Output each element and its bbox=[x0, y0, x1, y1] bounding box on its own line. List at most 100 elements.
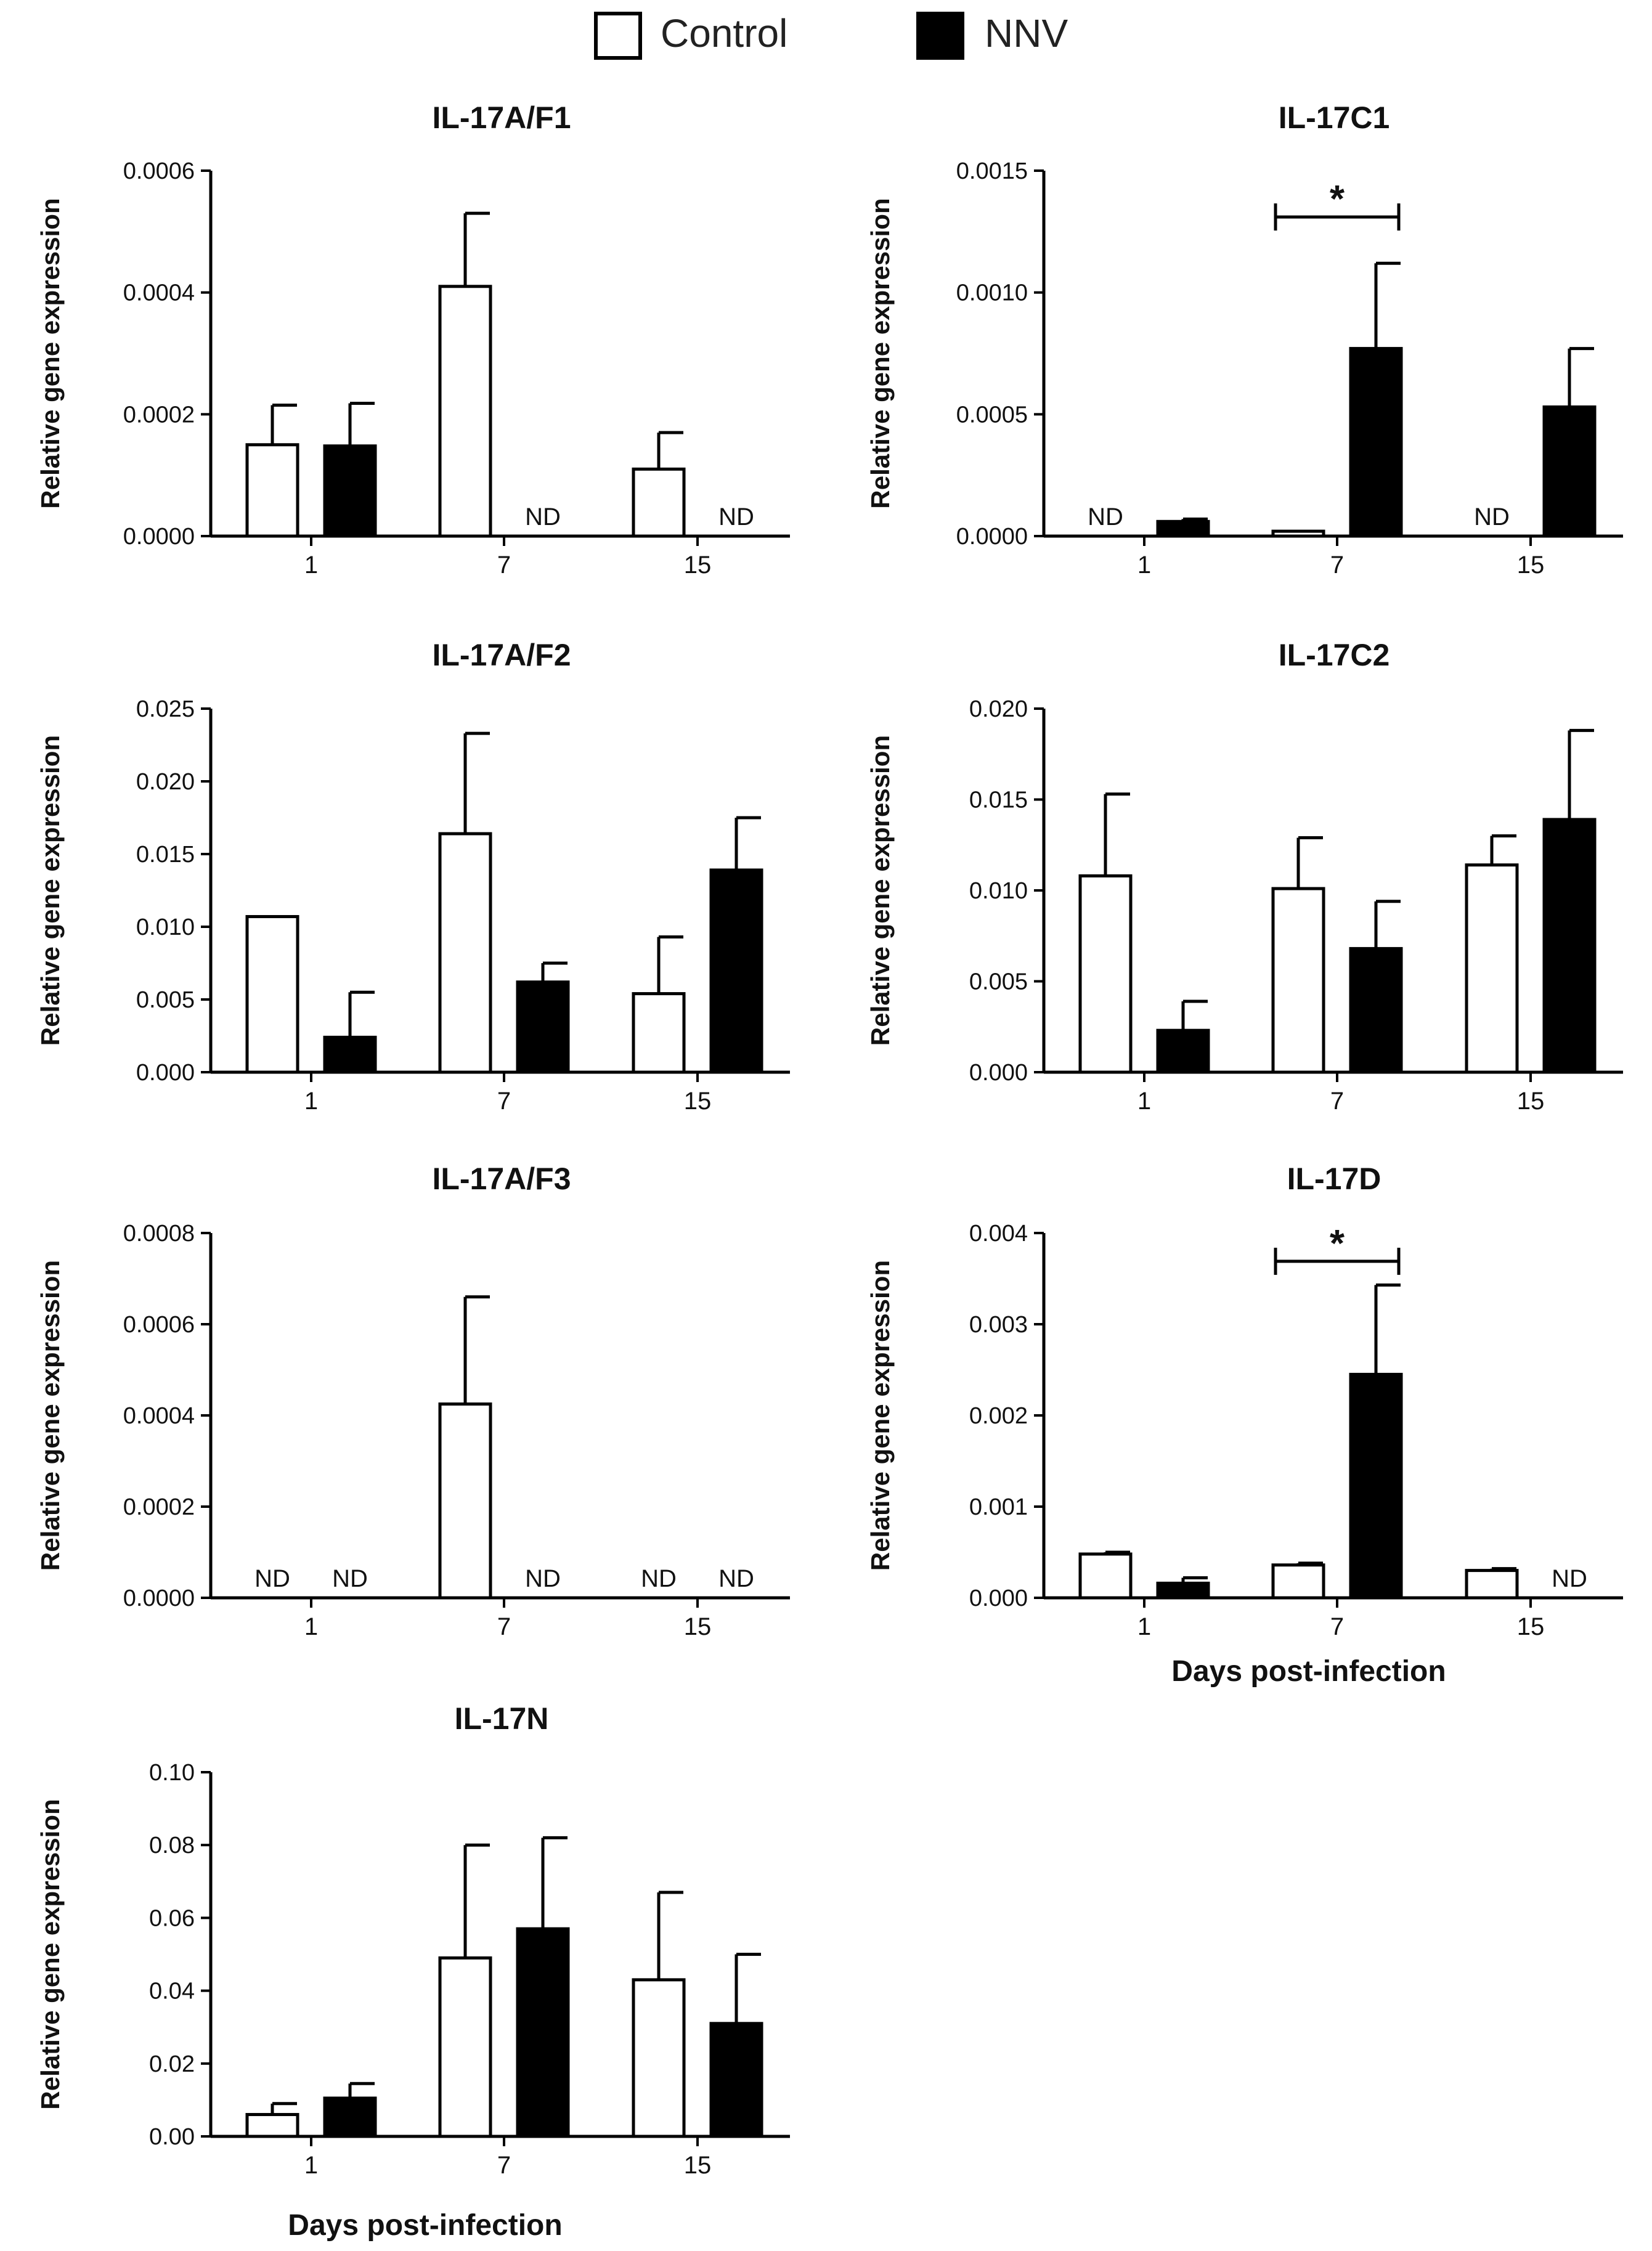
y-tick-label: 0.0002 bbox=[123, 1494, 195, 1520]
panel-title: IL-17A/F1 bbox=[432, 100, 571, 135]
significance-star: * bbox=[1330, 178, 1345, 221]
y-tick-label: 0.06 bbox=[149, 1905, 195, 1931]
x-tick-label: 7 bbox=[497, 1613, 511, 1640]
chart-panel-il17af2: IL-17A/F2 Relative gene expression 0.000 0.… bbox=[36, 638, 790, 1115]
y-tick-label: 0.010 bbox=[136, 914, 195, 940]
y-tick-label: 0.0006 bbox=[123, 158, 195, 184]
nd-label-nnv: ND bbox=[525, 1565, 561, 1592]
bar-control bbox=[1465, 863, 1519, 1074]
y-tick-label: 0.0000 bbox=[123, 524, 195, 550]
x-tick-label: 1 bbox=[1137, 552, 1151, 579]
y-axis-label: Relative gene expression bbox=[36, 1260, 65, 1571]
legend-nnv-swatch bbox=[916, 12, 964, 60]
chart-panel-il17c1: IL-17C1 Relative gene expression 0.0000 0.0… bbox=[866, 100, 1623, 579]
y-tick-label: 0.0006 bbox=[123, 1312, 195, 1338]
panel-title: IL-17N bbox=[455, 1701, 549, 1736]
x-tick-label: 15 bbox=[1517, 552, 1545, 579]
bar-control bbox=[245, 443, 299, 538]
chart-panel-il17c2: IL-17C2 Relative gene expression 0.000 0.00… bbox=[866, 638, 1623, 1115]
bar-nnv bbox=[1156, 519, 1210, 538]
significance-star: * bbox=[1330, 1223, 1345, 1265]
nd-label-nnv: ND bbox=[1552, 1565, 1587, 1592]
x-tick-label: 7 bbox=[1330, 1613, 1344, 1640]
nd-label-control: ND bbox=[1088, 503, 1123, 531]
y-tick-label: 0.002 bbox=[969, 1403, 1028, 1429]
bar-control bbox=[632, 467, 686, 538]
y-tick-label: 0.0004 bbox=[123, 1403, 195, 1429]
nd-label-nnv: ND bbox=[718, 503, 754, 531]
chart-panels: IL-17A/F1 Relative gene expression 0.0000 0… bbox=[36, 100, 1623, 2242]
legend-nnv-label: NNV bbox=[985, 11, 1068, 55]
bar-nnv bbox=[1349, 946, 1403, 1074]
y-tick-label: 0.020 bbox=[136, 769, 195, 795]
y-tick-label: 0.0000 bbox=[956, 524, 1028, 550]
y-axis-label: Relative gene expression bbox=[36, 735, 65, 1046]
x-tick-label: 1 bbox=[1137, 1613, 1151, 1640]
legend-control-label: Control bbox=[661, 11, 787, 55]
x-tick-label: 1 bbox=[304, 1088, 318, 1115]
x-axis-label: Days post-infection bbox=[1171, 1655, 1446, 1688]
panel-title: IL-17D bbox=[1287, 1162, 1381, 1196]
y-tick-label: 0.000 bbox=[136, 1060, 195, 1086]
bar-control bbox=[1271, 1563, 1325, 1600]
bar-control bbox=[1078, 1552, 1133, 1600]
bar-control bbox=[1465, 1569, 1519, 1600]
y-tick-label: 0.04 bbox=[149, 1979, 195, 2005]
x-tick-label: 7 bbox=[497, 2152, 511, 2179]
x-tick-label: 15 bbox=[684, 1613, 712, 1640]
y-tick-label: 0.010 bbox=[969, 878, 1028, 904]
bar-nnv bbox=[323, 1035, 377, 1074]
legend-control-swatch bbox=[594, 12, 642, 60]
bar-nnv bbox=[1349, 347, 1403, 538]
y-tick-label: 0.02 bbox=[149, 2051, 195, 2077]
bar-nnv bbox=[516, 980, 570, 1074]
x-tick-label: 15 bbox=[1517, 1613, 1545, 1640]
x-tick-label: 7 bbox=[497, 1088, 511, 1115]
x-axis-label: Days post-infection bbox=[288, 2209, 562, 2242]
bar-nnv bbox=[1542, 818, 1597, 1074]
panel-title: IL-17A/F2 bbox=[432, 638, 571, 672]
x-tick-label: 15 bbox=[684, 1088, 712, 1115]
nd-label-nnv: ND bbox=[332, 1565, 368, 1592]
chart-panel-il17d: IL-17D Relative gene expression 0.000 0.001… bbox=[866, 1162, 1623, 1688]
x-tick-label: 7 bbox=[1330, 552, 1344, 579]
y-axis-label: Relative gene expression bbox=[866, 735, 895, 1046]
chart-panel-il17af1: IL-17A/F1 Relative gene expression 0.0000 0… bbox=[36, 100, 790, 579]
nd-label-control: ND bbox=[1474, 503, 1510, 531]
panel-title: IL-17C2 bbox=[1279, 638, 1390, 672]
y-tick-label: 0.004 bbox=[969, 1221, 1028, 1247]
bar-control bbox=[1078, 874, 1133, 1074]
y-tick-label: 0.0002 bbox=[123, 402, 195, 428]
bar-nnv bbox=[1349, 1372, 1403, 1600]
bar-control bbox=[632, 992, 686, 1074]
y-tick-label: 0.0010 bbox=[956, 280, 1028, 306]
y-tick-label: 0.000 bbox=[969, 1585, 1028, 1611]
y-tick-label: 0.0005 bbox=[956, 402, 1028, 428]
bar-control bbox=[438, 285, 492, 538]
bar-nnv bbox=[1156, 1581, 1210, 1600]
bar-nnv bbox=[323, 2096, 377, 2138]
y-tick-label: 0.00 bbox=[149, 2124, 195, 2150]
y-tick-label: 0.020 bbox=[969, 696, 1028, 722]
bar-nnv bbox=[709, 868, 763, 1074]
y-tick-label: 0.005 bbox=[969, 969, 1028, 995]
x-tick-label: 15 bbox=[684, 552, 712, 579]
x-tick-label: 1 bbox=[1137, 1088, 1151, 1115]
y-axis-label: Relative gene expression bbox=[866, 198, 895, 508]
bar-control bbox=[1271, 887, 1325, 1074]
nd-label-control: ND bbox=[641, 1565, 677, 1592]
x-tick-label: 1 bbox=[304, 2152, 318, 2179]
bar-nnv bbox=[516, 1927, 570, 2138]
y-tick-label: 0.0008 bbox=[123, 1221, 195, 1247]
panel-title: IL-17C1 bbox=[1279, 100, 1390, 135]
x-tick-label: 15 bbox=[684, 2152, 712, 2179]
bar-control bbox=[438, 1402, 492, 1600]
x-tick-label: 15 bbox=[1517, 1088, 1545, 1115]
bar-nnv bbox=[323, 444, 377, 538]
chart-panel-il17af3: IL-17A/F3 Relative gene expression 0.0000 0… bbox=[36, 1162, 790, 1640]
bar-nnv bbox=[1542, 405, 1597, 538]
y-tick-label: 0.0004 bbox=[123, 280, 195, 306]
bar-nnv bbox=[709, 2022, 763, 2138]
bar-control bbox=[438, 1956, 492, 2138]
